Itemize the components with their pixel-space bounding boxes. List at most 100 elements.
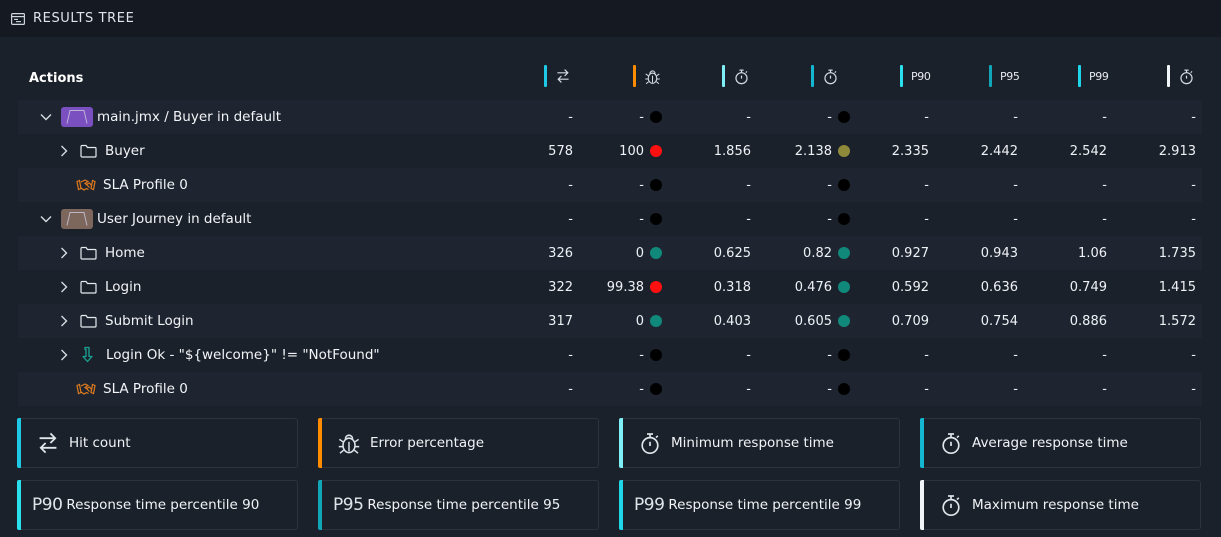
cell-value: 2.335 (891, 143, 929, 159)
legend-color-bar (17, 480, 21, 530)
column-header-avg[interactable] (811, 65, 839, 87)
legend-color-bar (619, 418, 623, 468)
cell-value: - (1013, 177, 1018, 193)
cell-value: 0.318 (713, 279, 751, 295)
cell-avg: - (827, 338, 850, 372)
column-header-errors[interactable] (633, 65, 661, 87)
cell-max: - (1191, 372, 1196, 406)
cell-hits: - (568, 338, 573, 372)
cell-errors: - (639, 100, 662, 134)
table-row[interactable]: Login Ok - "${welcome}" != "NotFound" - - -… (18, 338, 1202, 372)
legend-minimum-response-time: Minimum response time (619, 418, 900, 468)
cell-value: - (1013, 381, 1018, 397)
cell-p90: 0.927 (892, 236, 929, 270)
status-dot (650, 281, 662, 293)
column-header-p99[interactable]: P99 (1078, 65, 1109, 87)
cell-avg: 0.605 (795, 304, 850, 338)
expand-chevron-right-icon[interactable] (57, 348, 71, 362)
cell-value: 1.572 (1158, 313, 1196, 329)
cell-max: - (1191, 100, 1196, 134)
row-label: User Journey in default (97, 211, 252, 227)
column-header-min[interactable] (722, 65, 750, 87)
column-color-bar (1167, 65, 1170, 87)
column-header-p90[interactable]: P90 (900, 65, 931, 87)
status-dot (650, 247, 662, 259)
legend-label: Response time percentile 95 (367, 497, 561, 513)
p90-icon: P90 (32, 495, 63, 515)
folder-icon (80, 280, 97, 294)
expand-chevron-right-icon[interactable] (57, 144, 71, 158)
cell-p90: 0.592 (892, 270, 929, 304)
legend-color-bar (318, 418, 322, 468)
cell-hits: - (568, 372, 573, 406)
table-row[interactable]: Home 326 0 0.625 0.82 0.927 0.943 1.06 1.735 (18, 236, 1202, 270)
hit-count-icon (555, 68, 571, 84)
cell-p90: - (924, 372, 929, 406)
expand-chevron-down-icon[interactable] (39, 212, 53, 226)
cell-value: - (827, 211, 832, 227)
legend-label: Error percentage (370, 435, 485, 451)
cell-value: - (1102, 109, 1107, 125)
table-row[interactable]: SLA Profile 0 - - - - - - - - (18, 372, 1202, 406)
table-row[interactable]: Submit Login 317 0 0.403 0.605 0.709 0.754 0.88… (18, 304, 1202, 338)
cell-value: 0 (635, 313, 644, 329)
cell-min: - (746, 168, 751, 202)
cell-value: - (827, 177, 832, 193)
legend-color-bar (17, 418, 21, 468)
status-dot (650, 315, 662, 327)
cell-value: 2.442 (980, 143, 1018, 159)
cell-p99: - (1102, 372, 1107, 406)
cell-value: - (1191, 381, 1196, 397)
table-row[interactable]: Buyer 578 100 1.856 2.138 2.335 2.442 2.542 2.91… (18, 134, 1202, 168)
cell-avg: 2.138 (795, 134, 850, 168)
metrics-legend: Hit count Error percentage Minimum respons… (17, 418, 1202, 530)
cell-value: - (1013, 211, 1018, 227)
p99-icon: P99 (634, 495, 665, 515)
column-color-bar (633, 65, 636, 87)
expand-chevron-down-icon[interactable] (39, 110, 53, 124)
table-row[interactable]: main.jmx / Buyer in default - - - - - - - - (18, 100, 1202, 134)
cell-value: 317 (548, 313, 573, 329)
expand-chevron-right-icon[interactable] (57, 246, 71, 260)
cell-value: 0.625 (713, 245, 751, 261)
cell-max: 1.735 (1159, 236, 1196, 270)
table-row[interactable]: SLA Profile 0 - - - - - - - - (18, 168, 1202, 202)
expand-chevron-right-icon[interactable] (57, 280, 71, 294)
legend-color-bar (920, 480, 924, 530)
cell-hits: 578 (548, 134, 573, 168)
row-label: Login Ok - "${welcome}" != "NotFound" (106, 347, 380, 363)
row-label: Home (105, 245, 145, 261)
results-tree-icon (11, 12, 25, 25)
column-header-p95[interactable]: P95 (989, 65, 1020, 87)
status-dot (650, 213, 662, 225)
cell-p99: 0.886 (1070, 304, 1107, 338)
cell-value: - (639, 381, 644, 397)
status-dot (838, 247, 850, 259)
cell-value: 0.592 (891, 279, 929, 295)
cell-value: 0.886 (1069, 313, 1107, 329)
p90-icon: P90 (911, 69, 931, 83)
status-dot (838, 213, 850, 225)
cell-errors: - (639, 372, 662, 406)
table-row[interactable]: User Journey in default - - - - - - - - (18, 202, 1202, 236)
table-header: Actions P90 P95 P99 (18, 56, 1202, 100)
cell-value: - (924, 381, 929, 397)
expand-chevron-right-icon[interactable] (57, 314, 71, 328)
stopwatch-icon (939, 431, 965, 455)
stopwatch-icon (939, 493, 965, 517)
status-dot (650, 349, 662, 361)
results-table: Actions P90 P95 P99 main.jmx / Buyer in de… (18, 56, 1202, 406)
column-color-bar (1078, 65, 1081, 87)
column-color-bar (544, 65, 547, 87)
legend-response-time-percentile-95: P95 Response time percentile 95 (318, 480, 599, 530)
cell-p99: - (1102, 338, 1107, 372)
table-row[interactable]: Login 322 99.38 0.318 0.476 0.592 0.636 0.749 1.… (18, 270, 1202, 304)
status-dot (650, 383, 662, 395)
cell-p95: 0.754 (981, 304, 1018, 338)
cell-value: - (639, 109, 644, 125)
cell-errors: - (639, 338, 662, 372)
column-header-max[interactable] (1167, 65, 1195, 87)
folder-icon (80, 314, 97, 328)
column-header-hits[interactable] (544, 65, 571, 87)
cell-p95: 0.943 (981, 236, 1018, 270)
